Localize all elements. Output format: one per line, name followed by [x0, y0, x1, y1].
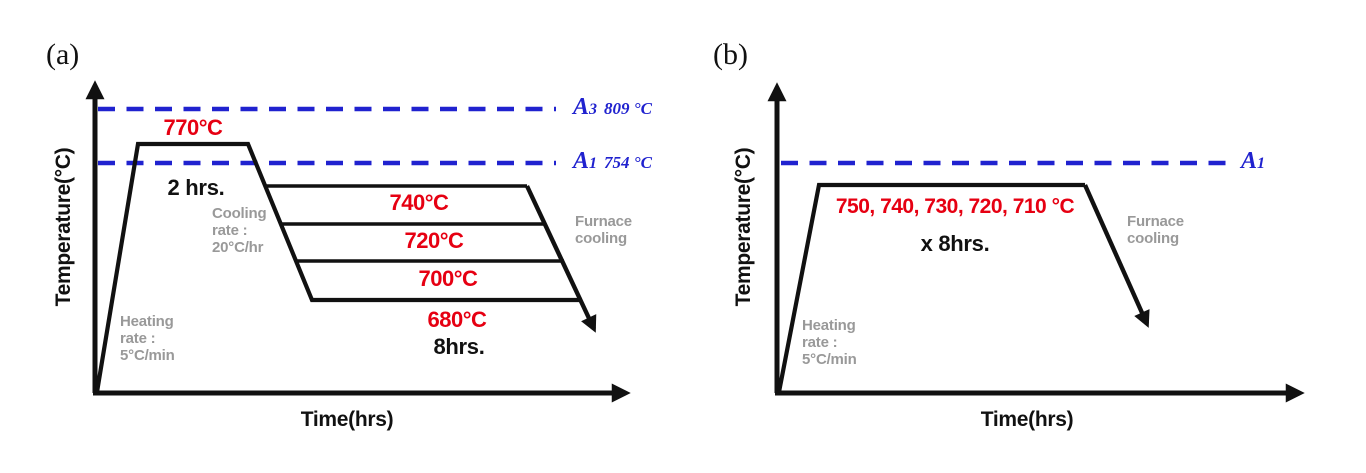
- step-temperature-720: 720°C: [404, 228, 464, 253]
- furnace-cooling-a-line2: cooling: [575, 230, 627, 247]
- cooling-rate-line1: Cooling: [212, 205, 267, 222]
- profile-b-outline: [776, 182, 1085, 393]
- furnace-cooling-arrow-a: [525, 185, 597, 333]
- panel-b-axes: [767, 82, 1305, 403]
- a3-symbol: A: [573, 94, 590, 120]
- profile-a: [94, 141, 597, 393]
- heating-rate-note-b: Heating rate : 5°C/min: [802, 317, 857, 368]
- furnace-cooling-b-line1: Furnace: [1127, 213, 1184, 230]
- profile-a-outline: [94, 141, 582, 393]
- panel-a-axes: [85, 80, 631, 403]
- heating-rate-a-line1: Heating: [120, 313, 174, 330]
- x-axis-title-a: Time(hrs): [300, 408, 394, 431]
- hold-temperatures-label: 750, 740, 730, 720, 710 °C: [835, 195, 1075, 218]
- hold-time-label: x 8hrs.: [920, 231, 990, 256]
- heating-rate-note-a: Heating rate : 5°C/min: [120, 313, 175, 364]
- a1-symbol-b: A: [1241, 148, 1258, 174]
- peak-temperature-label: 770°C: [163, 115, 223, 140]
- profile-b: [776, 182, 1150, 393]
- a1-reference-label-a: A1 754 °C: [573, 148, 652, 175]
- a1-reference-label-b: A1: [1241, 148, 1265, 175]
- a3-subscript: 3: [589, 101, 598, 118]
- a1-subscript-a: 1: [589, 155, 598, 172]
- peak-hold-time-label: 2 hrs.: [167, 175, 225, 200]
- panel-a-label: (a): [46, 38, 80, 71]
- furnace-cooling-arrow-b: [1082, 184, 1150, 328]
- cooling-rate-line2: rate :: [212, 222, 248, 239]
- furnace-cooling-note-a: Furnace cooling: [575, 213, 632, 247]
- furnace-cooling-a-line1: Furnace: [575, 213, 632, 230]
- panel-b-label: (b): [713, 38, 748, 71]
- a1-temperature-value: 754 °C: [604, 153, 652, 172]
- cooling-rate-line3: 20°C/hr: [212, 239, 264, 256]
- furnace-cooling-b-line2: cooling: [1127, 230, 1179, 247]
- a1-symbol-a: A: [573, 148, 590, 174]
- y-axis-title-a: Temperature(°C): [52, 147, 75, 307]
- heating-rate-a-line2: rate :: [120, 330, 156, 347]
- cooling-rate-note: Cooling rate : 20°C/hr: [212, 205, 267, 256]
- reference-lines-a: [98, 106, 556, 166]
- step-temperature-700: 700°C: [418, 266, 478, 291]
- heating-rate-a-line3: 5°C/min: [120, 347, 175, 364]
- step-hold-time-label: 8hrs.: [433, 334, 485, 359]
- furnace-cooling-note-b: Furnace cooling: [1127, 213, 1184, 247]
- a1-subscript-b: 1: [1257, 155, 1266, 172]
- heating-rate-b-line1: Heating: [802, 317, 856, 334]
- x-axis-title-b: Time(hrs): [980, 408, 1074, 431]
- a3-reference-label: A3 809 °C: [573, 94, 652, 121]
- step-temperature-740: 740°C: [389, 190, 449, 215]
- a3-temperature-value: 809 °C: [604, 99, 652, 118]
- step-temperature-680: 680°C: [427, 307, 487, 332]
- y-axis-title-b: Temperature(°C): [732, 147, 755, 307]
- heating-rate-b-line2: rate :: [802, 334, 838, 351]
- heating-rate-b-line3: 5°C/min: [802, 351, 857, 368]
